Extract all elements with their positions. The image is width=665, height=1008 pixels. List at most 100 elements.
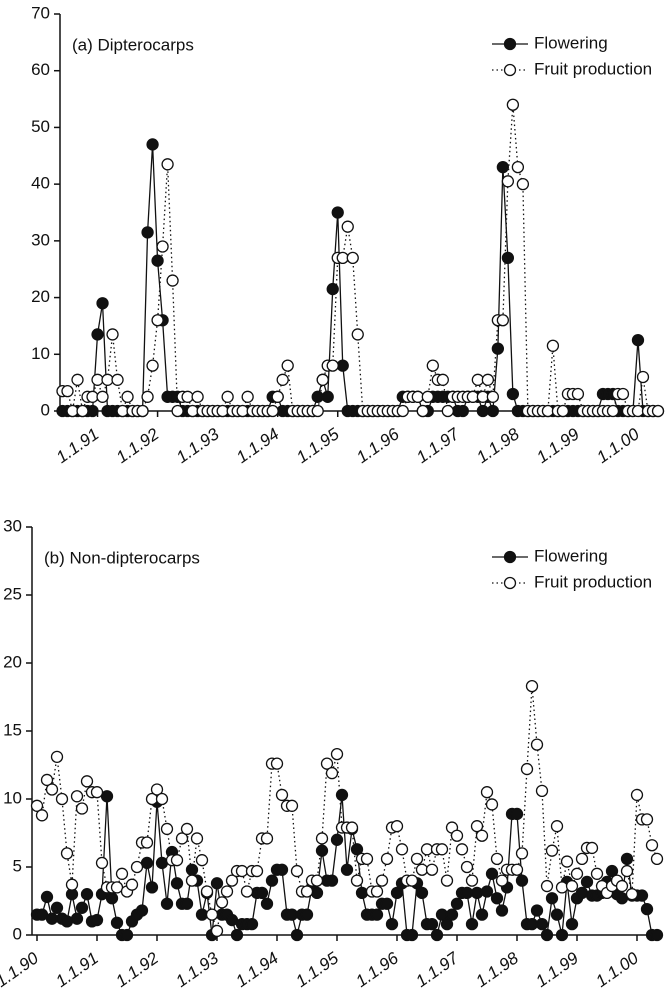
data-point xyxy=(140,856,154,870)
data-point xyxy=(650,852,664,865)
data-point xyxy=(575,852,589,865)
data-point xyxy=(310,886,324,899)
data-point xyxy=(520,762,534,776)
data-point xyxy=(271,390,284,403)
data-point xyxy=(60,847,74,860)
data-point xyxy=(330,747,344,761)
data-point xyxy=(450,897,464,910)
data-point xyxy=(410,852,424,865)
data-point xyxy=(170,877,184,890)
x-tick-label: 1.1.97 xyxy=(413,424,463,467)
data-point xyxy=(60,915,74,928)
data-point xyxy=(480,885,494,898)
data-point xyxy=(605,864,619,878)
data-point xyxy=(191,390,204,403)
data-point xyxy=(440,874,454,887)
data-point xyxy=(491,342,505,355)
data-point xyxy=(535,917,549,931)
x-tick-label: 1.1.99 xyxy=(532,948,582,991)
x-tick-label: 1.1.94 xyxy=(233,424,283,467)
series-line xyxy=(36,686,658,932)
data-point xyxy=(326,282,339,296)
data-point xyxy=(620,864,634,878)
data-point xyxy=(630,788,644,802)
data-point xyxy=(195,854,209,867)
data-point xyxy=(45,912,59,925)
data-point xyxy=(395,843,409,856)
data-point xyxy=(86,404,99,418)
data-point xyxy=(45,783,59,796)
data-point xyxy=(345,821,359,834)
data-point xyxy=(545,844,559,857)
x-tick-label: 1.1.95 xyxy=(293,424,343,467)
data-point xyxy=(476,390,490,403)
data-point xyxy=(181,390,194,403)
data-point xyxy=(341,220,354,233)
data-point xyxy=(350,874,364,887)
data-point xyxy=(540,879,554,893)
data-point xyxy=(35,809,49,822)
data-point xyxy=(225,913,239,927)
data-point xyxy=(281,359,294,372)
data-point xyxy=(460,860,474,874)
data-point xyxy=(465,874,479,887)
data-point xyxy=(110,881,124,894)
data-point xyxy=(421,390,434,403)
data-point xyxy=(310,874,324,887)
data-point xyxy=(116,404,129,418)
x-tick-label: 1.1.93 xyxy=(172,948,222,991)
data-point xyxy=(266,404,279,418)
data-point xyxy=(631,333,645,347)
data-point xyxy=(30,799,44,812)
data-point xyxy=(241,390,254,403)
data-point xyxy=(355,886,369,899)
data-point xyxy=(390,820,404,833)
data-point xyxy=(40,773,54,787)
y-tick-label: 10 xyxy=(31,344,50,363)
data-point xyxy=(620,852,634,865)
data-point xyxy=(95,856,109,870)
x-tick-label: 1.1.97 xyxy=(412,948,462,991)
data-point xyxy=(160,897,174,910)
data-point xyxy=(511,160,525,174)
data-point xyxy=(360,852,374,865)
data-point xyxy=(440,917,454,931)
data-point xyxy=(540,928,554,942)
y-tick-label: 30 xyxy=(31,230,50,249)
data-point xyxy=(631,404,645,418)
data-point xyxy=(91,328,104,341)
data-point xyxy=(70,912,84,925)
data-point xyxy=(275,863,289,876)
data-point xyxy=(545,892,559,905)
data-point xyxy=(151,254,164,267)
data-point xyxy=(180,897,194,910)
data-point xyxy=(625,888,639,901)
data-point xyxy=(260,832,274,845)
data-point xyxy=(465,917,479,931)
data-point xyxy=(575,886,589,899)
data-point xyxy=(481,373,495,386)
data-point xyxy=(471,373,484,386)
x-tick-label: 1.1.98 xyxy=(473,424,523,467)
data-point xyxy=(276,373,289,386)
data-point xyxy=(616,387,630,401)
data-point xyxy=(455,843,469,856)
data-point xyxy=(555,928,569,942)
data-point xyxy=(525,917,539,931)
data-point xyxy=(640,903,654,916)
data-point xyxy=(535,784,549,797)
data-point xyxy=(141,390,154,403)
data-point xyxy=(240,885,254,898)
data-point xyxy=(510,863,524,876)
data-point xyxy=(336,359,349,372)
data-point xyxy=(171,404,184,418)
data-point xyxy=(340,863,354,876)
data-point xyxy=(580,875,594,889)
data-point xyxy=(555,881,569,894)
data-point xyxy=(86,390,99,403)
data-point xyxy=(470,820,484,833)
y-tick-label: 20 xyxy=(3,652,22,671)
data-point xyxy=(380,897,394,910)
data-point xyxy=(120,928,134,942)
data-point xyxy=(645,839,659,852)
